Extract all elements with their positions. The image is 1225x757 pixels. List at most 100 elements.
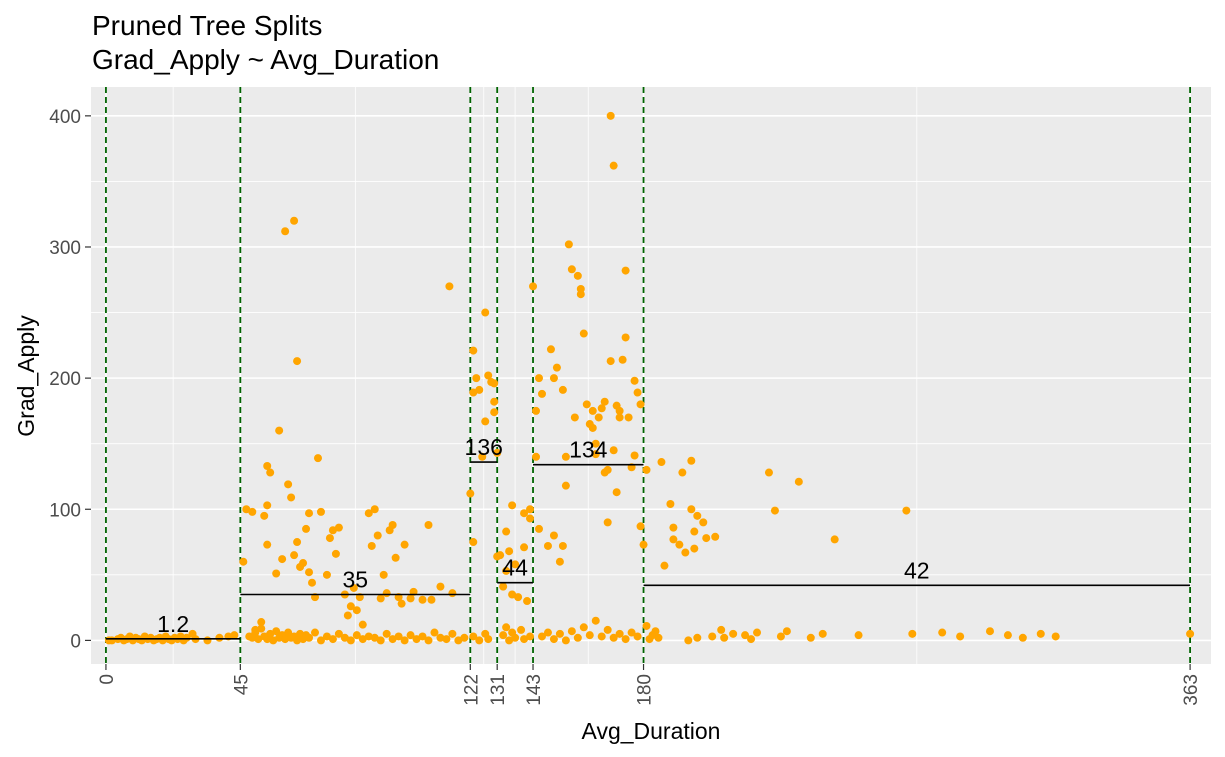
- data-point: [603, 625, 612, 634]
- data-point: [514, 593, 523, 602]
- data-point: [764, 468, 773, 477]
- data-point: [558, 541, 567, 550]
- data-point: [343, 611, 352, 620]
- data-point: [469, 346, 478, 355]
- data-point: [242, 505, 251, 514]
- data-point: [358, 620, 367, 629]
- data-point: [747, 635, 756, 644]
- data-point: [678, 468, 687, 477]
- data-point: [567, 627, 576, 636]
- segment-label: 35: [343, 566, 369, 592]
- data-point: [251, 628, 260, 637]
- data-point: [502, 623, 511, 632]
- data-point: [526, 514, 535, 523]
- y-tick-label: 400: [49, 107, 81, 128]
- data-point: [418, 632, 427, 641]
- data-point: [669, 535, 678, 544]
- data-point: [985, 627, 994, 636]
- data-point: [215, 633, 224, 642]
- data-point: [576, 284, 585, 293]
- data-point: [445, 282, 454, 291]
- data-point: [257, 624, 266, 633]
- data-point: [260, 511, 269, 520]
- data-point: [621, 266, 630, 275]
- data-point: [305, 633, 314, 642]
- data-point: [669, 523, 678, 532]
- data-point: [388, 635, 397, 644]
- data-point: [1018, 633, 1027, 642]
- data-point: [322, 632, 331, 641]
- data-point: [681, 548, 690, 557]
- chart-subtitle: Grad_Apply ~ Avg_Duration: [92, 44, 439, 75]
- data-point: [325, 534, 334, 543]
- data-point: [397, 599, 406, 608]
- data-point: [481, 417, 490, 426]
- data-point: [293, 636, 302, 645]
- data-point: [782, 627, 791, 636]
- data-point: [469, 538, 478, 547]
- data-point: [406, 631, 415, 640]
- data-point: [549, 635, 558, 644]
- y-tick-label: 0: [70, 631, 81, 652]
- data-point: [567, 265, 576, 274]
- y-tick-label: 100: [49, 500, 81, 521]
- data-point: [603, 518, 612, 527]
- data-point: [699, 518, 708, 527]
- data-point: [239, 557, 248, 566]
- data-point: [561, 452, 570, 461]
- data-point: [484, 635, 493, 644]
- data-point: [741, 631, 750, 640]
- data-point: [633, 388, 642, 397]
- data-point: [373, 531, 382, 540]
- data-point: [334, 523, 343, 532]
- data-points: [104, 111, 1195, 645]
- data-point: [272, 569, 281, 578]
- data-point: [466, 489, 475, 498]
- data-point: [370, 505, 379, 514]
- data-point: [475, 636, 484, 645]
- data-point: [334, 629, 343, 638]
- data-point: [794, 477, 803, 486]
- data-point: [693, 511, 702, 520]
- segment-label: 42: [904, 557, 930, 583]
- data-point: [573, 633, 582, 642]
- data-point: [555, 629, 564, 638]
- data-point: [537, 632, 546, 641]
- data-point: [379, 570, 388, 579]
- data-point: [278, 555, 287, 564]
- data-point: [287, 493, 296, 502]
- data-point: [588, 406, 597, 415]
- data-point: [340, 633, 349, 642]
- data-point: [442, 635, 451, 644]
- data-point: [370, 633, 379, 642]
- data-point: [806, 633, 815, 642]
- data-point: [412, 635, 421, 644]
- data-point: [902, 506, 911, 515]
- x-tick-label: 45: [231, 674, 252, 695]
- split-lines: [105, 87, 1191, 664]
- data-point: [621, 333, 630, 342]
- data-point: [717, 625, 726, 634]
- data-point: [615, 406, 624, 415]
- data-point: [313, 454, 322, 463]
- x-tick-label: 143: [524, 674, 545, 706]
- data-point: [364, 509, 373, 518]
- data-point: [1003, 631, 1012, 640]
- data-point: [493, 448, 502, 457]
- data-point: [537, 389, 546, 398]
- segment-label: 44: [502, 555, 528, 581]
- data-point: [606, 111, 615, 120]
- y-tick-label: 300: [49, 238, 81, 259]
- data-point: [687, 505, 696, 514]
- data-point: [248, 507, 257, 516]
- data-point: [687, 456, 696, 465]
- data-point: [627, 628, 636, 637]
- data-point: [394, 632, 403, 641]
- data-point: [511, 633, 520, 642]
- data-point: [263, 461, 272, 470]
- data-point: [376, 594, 385, 603]
- data-point: [830, 535, 839, 544]
- data-point: [642, 621, 651, 630]
- segment-label: 136: [465, 434, 503, 460]
- data-point: [558, 385, 567, 394]
